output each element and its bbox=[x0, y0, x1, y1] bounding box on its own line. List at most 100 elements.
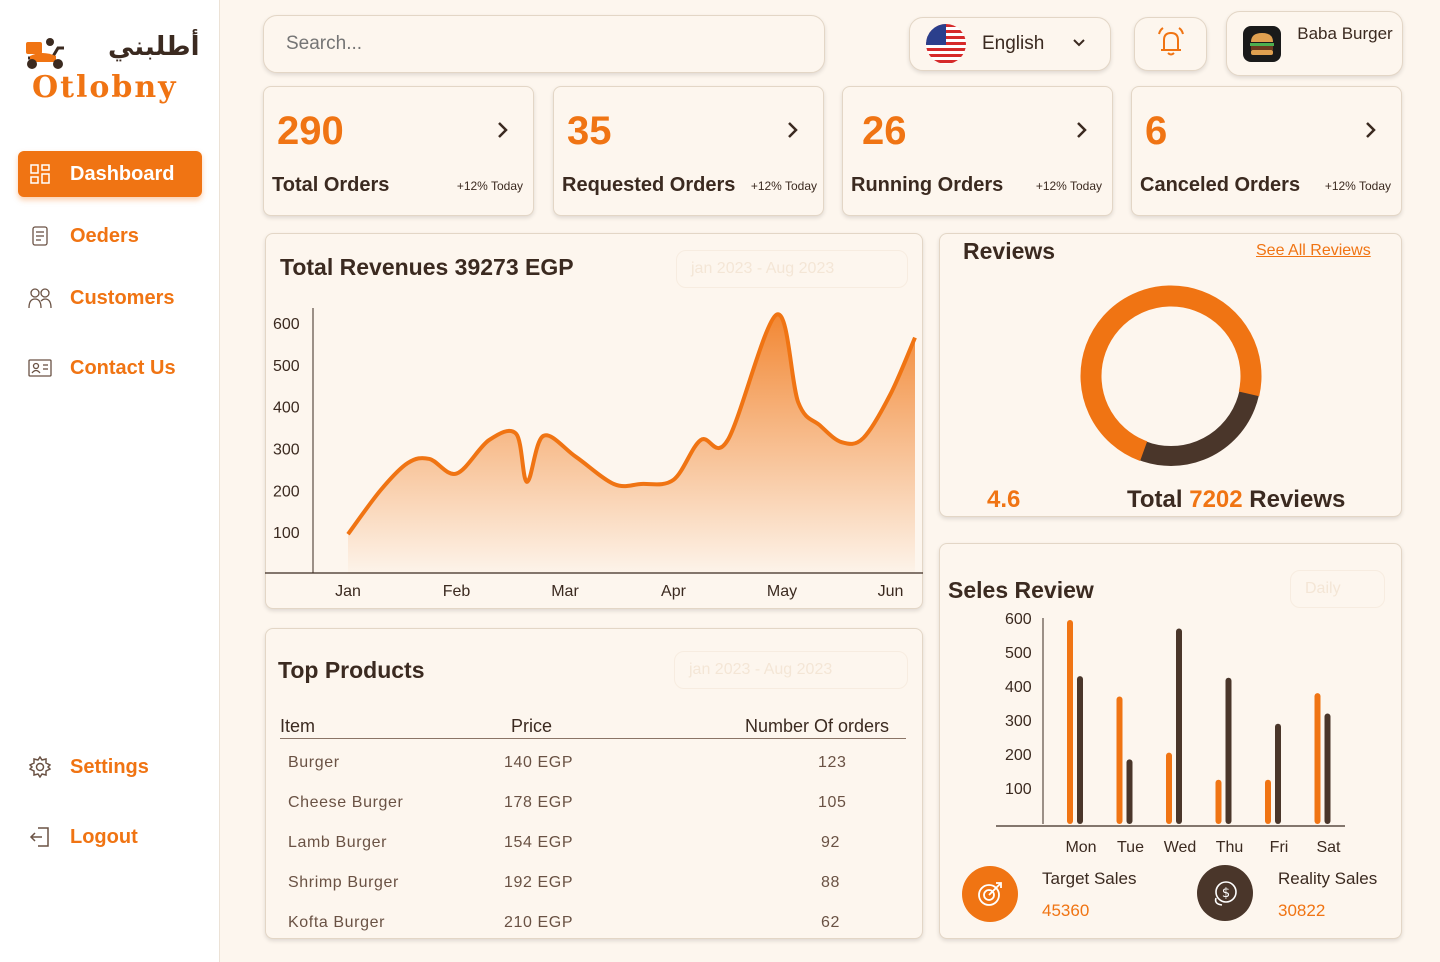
cell-price: 154 EGP bbox=[504, 834, 574, 851]
table-row[interactable]: Burger 140 EGP 123 bbox=[280, 754, 906, 794]
x-tick-label: Thu bbox=[1216, 839, 1244, 856]
table-header-price: Price bbox=[511, 716, 553, 736]
target-sales-label: Target Sales bbox=[1042, 869, 1137, 888]
stat-delta: +12% Today bbox=[456, 179, 523, 193]
contact-card-icon bbox=[28, 356, 52, 380]
y-tick-label: 200 bbox=[1005, 747, 1032, 764]
x-tick-label: Sat bbox=[1316, 839, 1341, 856]
total-reviews-prefix: Total bbox=[1127, 486, 1190, 513]
revenue-area-chart: 100 200 300 400 500 600 Jan Feb Mar Apr May Jun bbox=[265, 308, 923, 600]
table-header-orders: Number Of orders bbox=[745, 716, 890, 736]
table-row[interactable]: Shrimp Burger 192 EGP 88 bbox=[280, 874, 906, 914]
stat-value: 26 bbox=[862, 109, 907, 153]
table-row[interactable]: Lamb Burger 154 EGP 92 bbox=[280, 834, 906, 874]
top-products-range-select[interactable]: jan 2023 - Aug 2023 bbox=[674, 651, 908, 689]
profile-name: Baba Burger bbox=[1297, 24, 1393, 43]
x-tick-label: Mar bbox=[551, 583, 579, 600]
brand-logo[interactable]: أطلبني Otlobny bbox=[22, 32, 202, 112]
top-products-card: Top Products jan 2023 - Aug 2023 bbox=[265, 628, 923, 939]
sidebar: أطلبني Otlobny Dashboard Oeders Customer… bbox=[0, 0, 220, 962]
reality-sales-value: 30822 bbox=[1278, 901, 1326, 920]
see-all-reviews-link[interactable]: See All Reviews bbox=[1256, 242, 1371, 259]
stat-value: 35 bbox=[567, 109, 612, 153]
total-reviews: Total 7202 Reviews bbox=[1127, 486, 1345, 514]
table-header-item: Item bbox=[280, 716, 316, 736]
chevron-right-icon bbox=[787, 121, 799, 144]
cell-orders: 92 bbox=[821, 834, 840, 851]
bar-target bbox=[1166, 752, 1172, 824]
bar-reality bbox=[1077, 676, 1083, 824]
delivery-scooter-icon bbox=[26, 38, 64, 69]
revenue-range-select[interactable]: jan 2023 - Aug 2023 bbox=[676, 250, 908, 288]
language-select[interactable]: English bbox=[909, 17, 1111, 71]
bar-reality bbox=[1225, 677, 1232, 824]
y-tick-label: 500 bbox=[1005, 645, 1032, 662]
stat-card-canceled-orders[interactable]: 6 Canceled Orders +12% Today bbox=[1131, 86, 1402, 216]
y-tick-label: 600 bbox=[1005, 611, 1032, 628]
sales-review-title: Seles Review bbox=[948, 577, 1094, 603]
stat-label: Requested Orders bbox=[562, 174, 736, 196]
sidebar-item-settings[interactable]: Settings bbox=[18, 744, 202, 790]
revenue-area-fill bbox=[348, 314, 915, 573]
stat-delta: +12% Today bbox=[1035, 179, 1102, 193]
cell-orders: 62 bbox=[821, 914, 840, 931]
brand-arabic: أطلبني bbox=[108, 32, 200, 62]
notifications-button[interactable] bbox=[1134, 17, 1207, 71]
reality-sales-label: Reality Sales bbox=[1278, 869, 1378, 888]
sidebar-item-dashboard[interactable]: Dashboard bbox=[18, 151, 202, 197]
sidebar-item-label: Logout bbox=[70, 825, 138, 848]
chevron-down-icon bbox=[1072, 35, 1086, 53]
x-tick-label: May bbox=[767, 583, 797, 600]
chevron-right-icon bbox=[1076, 121, 1088, 144]
sidebar-item-label: Oeders bbox=[70, 224, 139, 247]
table-row[interactable]: Cheese Burger 178 EGP 105 bbox=[280, 794, 906, 834]
brand-latin: Otlobny bbox=[32, 70, 178, 105]
reality-sales-icon: $ bbox=[1197, 865, 1253, 921]
sidebar-item-label: Contact Us bbox=[70, 356, 176, 379]
sidebar-item-customers[interactable]: Customers bbox=[18, 275, 202, 321]
y-tick-label: 500 bbox=[273, 358, 300, 375]
target-sales-icon bbox=[962, 866, 1018, 922]
bar-target bbox=[1215, 779, 1222, 824]
cell-orders: 88 bbox=[821, 874, 840, 891]
sidebar-item-contact-us[interactable]: Contact Us bbox=[18, 345, 202, 391]
burger-icon bbox=[1250, 33, 1274, 55]
sales-bar-chart: 100 200 300 400 500 600 Mon Tue Wed Thu Fri Sat bbox=[996, 611, 1345, 856]
target-sales-value: 45360 bbox=[1042, 901, 1090, 920]
stat-label: Running Orders bbox=[851, 174, 1004, 196]
y-tick-label: 400 bbox=[273, 400, 300, 417]
y-tick-label: 100 bbox=[1005, 781, 1032, 798]
stat-card-running-orders[interactable]: 26 Running Orders +12% Today bbox=[842, 86, 1113, 216]
sales-period-select[interactable]: Daily bbox=[1290, 570, 1385, 608]
profile-menu[interactable]: Baba Burger bbox=[1226, 11, 1403, 76]
cell-price: 192 EGP bbox=[504, 874, 574, 891]
chevron-right-icon bbox=[497, 121, 509, 144]
bell-icon bbox=[1155, 26, 1187, 63]
grid-icon bbox=[28, 162, 52, 186]
stat-delta: +12% Today bbox=[750, 179, 817, 193]
sidebar-item-label: Settings bbox=[70, 755, 149, 778]
sidebar-item-orders[interactable]: Oeders bbox=[18, 213, 202, 259]
stat-card-requested-orders[interactable]: 35 Requested Orders +12% Today bbox=[553, 86, 824, 216]
bar-target bbox=[1067, 620, 1073, 824]
sidebar-item-logout[interactable]: Logout bbox=[18, 814, 202, 860]
y-tick-label: 300 bbox=[1005, 713, 1032, 730]
y-tick-label: 100 bbox=[273, 525, 300, 542]
search-input[interactable] bbox=[263, 15, 825, 73]
revenue-title: Total Revenues 39273 EGP bbox=[280, 254, 574, 280]
y-tick-label: 300 bbox=[273, 441, 300, 458]
bar-reality bbox=[1176, 628, 1182, 824]
top-products-title: Top Products bbox=[278, 657, 425, 683]
stat-label: Total Orders bbox=[272, 174, 390, 196]
table-row[interactable]: Kofta Burger 210 EGP 62 bbox=[280, 914, 906, 936]
bar-reality bbox=[1324, 713, 1331, 824]
sidebar-item-label: Dashboard bbox=[70, 162, 175, 185]
x-tick-label: Jan bbox=[335, 583, 361, 600]
reviews-card: Reviews See All Reviews 4.6 Total 7202 R… bbox=[939, 233, 1402, 517]
table-divider bbox=[280, 738, 906, 739]
logout-icon bbox=[28, 825, 52, 849]
x-tick-label: Apr bbox=[661, 583, 687, 600]
stat-card-total-orders[interactable]: 290 Total Orders +12% Today bbox=[263, 86, 534, 216]
cell-item: Lamb Burger bbox=[288, 834, 388, 851]
stat-delta: +12% Today bbox=[1324, 179, 1391, 193]
